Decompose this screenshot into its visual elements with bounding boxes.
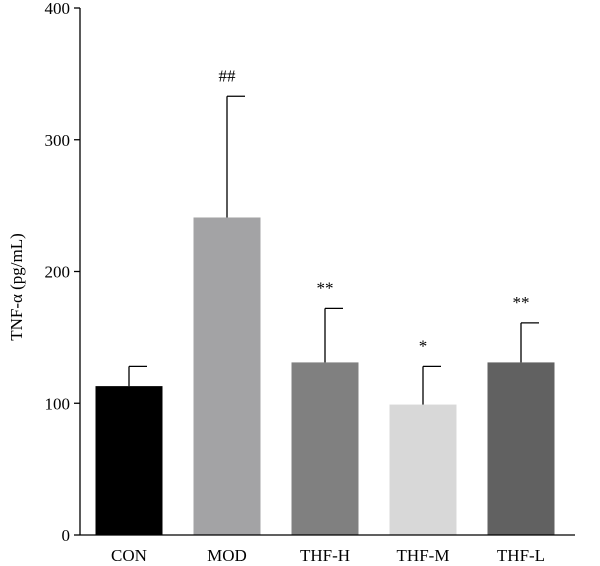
x-tick-label-con: CON — [111, 546, 147, 565]
bar-con — [95, 386, 163, 535]
x-tick-label-thf-m: THF-M — [397, 546, 450, 565]
significance-thf-h: ** — [317, 278, 334, 297]
y-tick-label-300: 300 — [45, 131, 71, 150]
bar-thf-m — [389, 404, 457, 535]
y-axis-title: TNF-α (pg/mL) — [7, 233, 26, 341]
x-tick-label-thf-h: THF-H — [300, 546, 350, 565]
error-bars-layer — [128, 95, 539, 405]
y-tick-label-100: 100 — [45, 394, 71, 413]
annotations-layer: ##***** — [219, 66, 530, 355]
significance-thf-l: ** — [513, 293, 530, 312]
bar-mod — [193, 217, 261, 536]
axes-layer: CON MOD THF-H THF-M THF-L 0 100 200 300 400 — [45, 0, 575, 565]
y-tick-label-0: 0 — [62, 526, 71, 545]
bars-layer — [95, 217, 555, 536]
y-tick-label-400: 400 — [45, 0, 71, 18]
x-tick-label-mod: MOD — [207, 546, 247, 565]
bar-thf-l — [487, 362, 555, 535]
y-tick-label-200: 200 — [45, 263, 71, 282]
significance-mod: ## — [219, 66, 237, 85]
x-tick-label-thf-l: THF-L — [497, 546, 545, 565]
bar-thf-h — [291, 362, 359, 535]
significance-thf-m: * — [419, 336, 428, 355]
